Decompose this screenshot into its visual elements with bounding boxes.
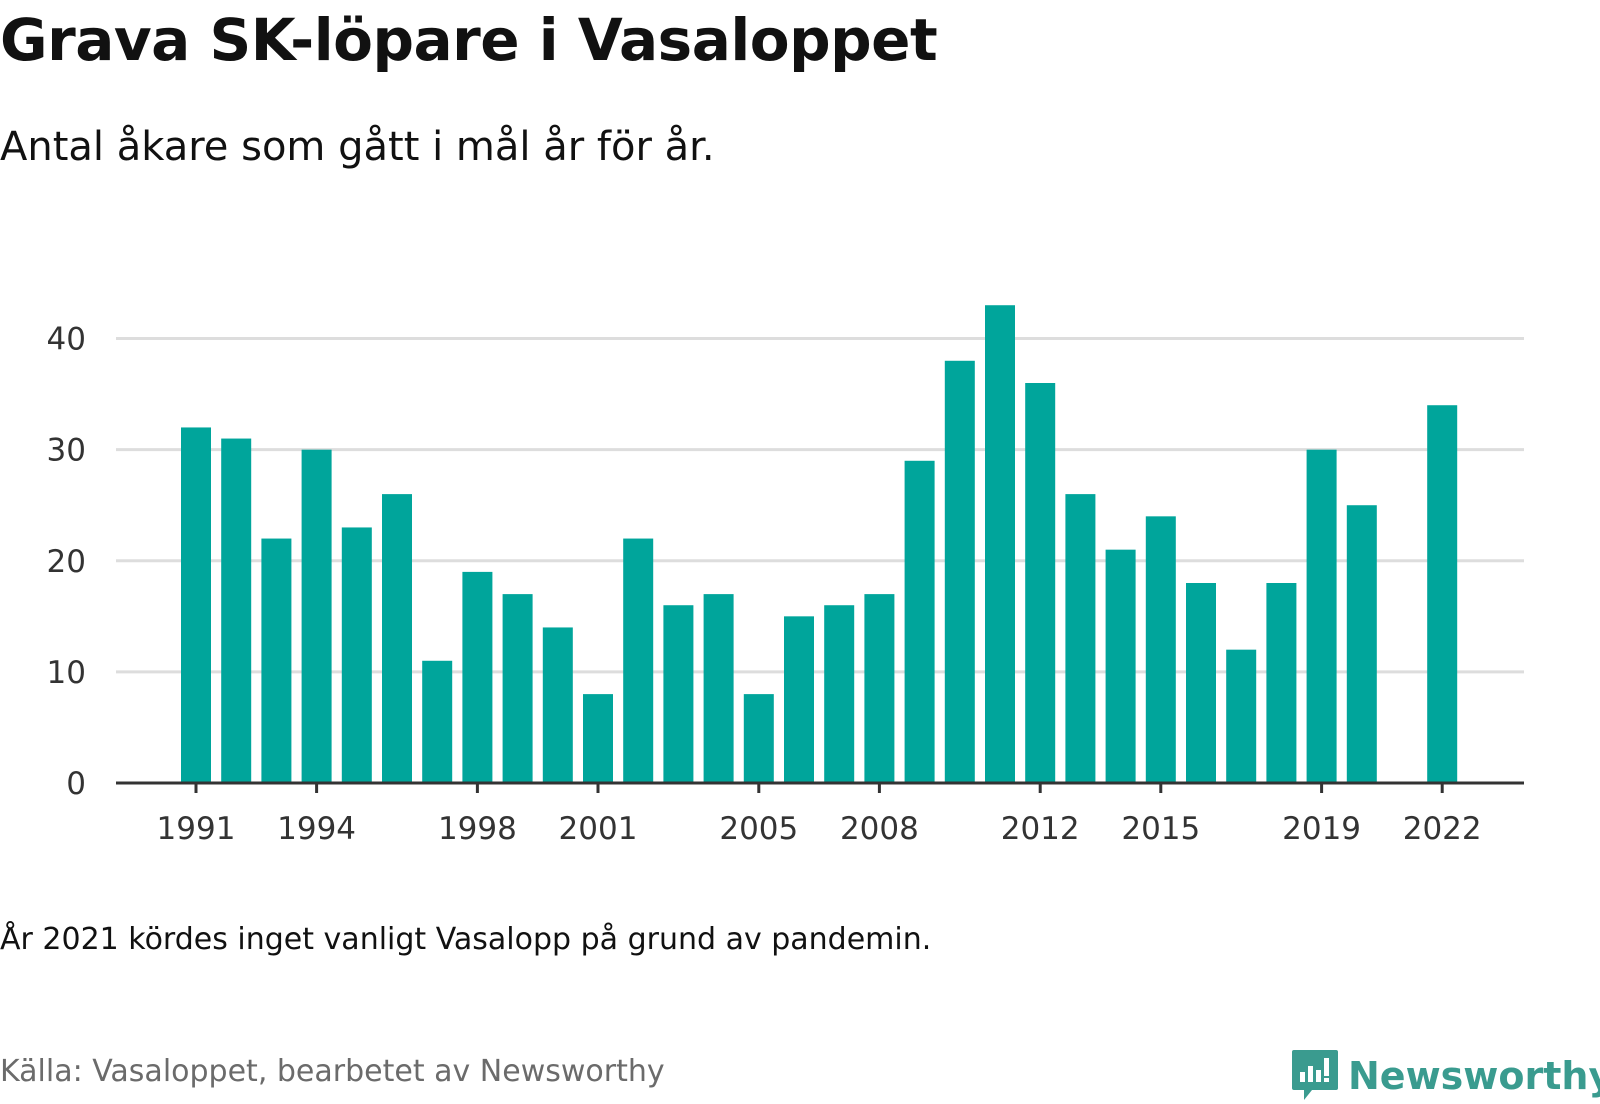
bar-2008 (864, 594, 895, 783)
bar-2022 (1427, 405, 1458, 783)
bar-1997 (422, 660, 453, 783)
y-tick-label: 20 (47, 544, 86, 580)
chart-note: År 2021 kördes inget vanligt Vasalopp på… (0, 922, 932, 957)
chart-subtitle: Antal åkare som gått i mål år för år. (0, 124, 715, 170)
bars (181, 305, 1458, 783)
x-tick-label: 1998 (438, 811, 517, 847)
bar-1992 (221, 438, 252, 783)
bar-2020 (1346, 505, 1377, 783)
bar-2012 (1025, 383, 1056, 783)
bar-2010 (944, 360, 975, 783)
bar-1994 (301, 449, 332, 783)
bar-2017 (1226, 649, 1257, 783)
bar-2015 (1145, 516, 1176, 783)
bar-1998 (462, 571, 493, 783)
bar-chart: 0 10 20 30 40 1991 1994 1998 2001 2005 2008 2012 20… (47, 305, 1524, 847)
bar-1999 (502, 594, 533, 783)
bar-2011 (985, 305, 1015, 783)
bar-2009 (904, 460, 935, 783)
y-tick-label: 40 (47, 322, 86, 358)
x-tick-label: 2001 (559, 811, 638, 847)
newsworthy-logo: Newsworthy (1290, 1048, 1600, 1104)
bar-1993 (261, 538, 292, 783)
bar-2007 (824, 605, 855, 783)
bar-2013 (1065, 494, 1096, 783)
x-axis-tick-labels: 1991 1994 1998 2001 2005 2008 2012 2015 2019 2022 (157, 811, 1482, 847)
bar-chart-speech-bubble-icon (1292, 1050, 1338, 1100)
bar-2018 (1266, 583, 1297, 783)
bar-2001 (583, 694, 613, 783)
bar-1995 (341, 527, 372, 783)
bar-2006 (784, 616, 814, 783)
bar-2005 (743, 694, 774, 783)
x-axis (116, 781, 1524, 793)
bar-2003 (663, 605, 694, 783)
bar-2004 (703, 594, 734, 783)
x-tick-label: 2012 (1001, 811, 1080, 847)
bar-2016 (1186, 583, 1216, 783)
y-axis-tick-labels: 0 10 20 30 40 (47, 322, 86, 802)
x-tick-label: 2008 (840, 811, 919, 847)
bar-1991 (181, 427, 211, 783)
logo-wordmark: Newsworthy (1348, 1054, 1600, 1098)
x-tick-label: 2022 (1403, 811, 1482, 847)
y-tick-label: 30 (47, 433, 86, 469)
bar-2019 (1306, 449, 1337, 783)
source-credit: Källa: Vasaloppet, bearbetet av Newswort… (0, 1054, 665, 1089)
bar-2002 (623, 538, 654, 783)
y-tick-label: 10 (47, 655, 86, 691)
x-tick-label: 1994 (277, 811, 356, 847)
bar-1996 (382, 494, 412, 783)
bar-2000 (542, 627, 573, 783)
x-tick-label: 2005 (719, 811, 798, 847)
y-tick-label: 0 (66, 766, 86, 802)
bar-2014 (1105, 549, 1136, 783)
x-tick-label: 1991 (157, 811, 236, 847)
x-tick-label: 2019 (1282, 811, 1361, 847)
chart-title: Grava SK-löpare i Vasaloppet (0, 6, 938, 74)
x-tick-label: 2015 (1121, 811, 1200, 847)
